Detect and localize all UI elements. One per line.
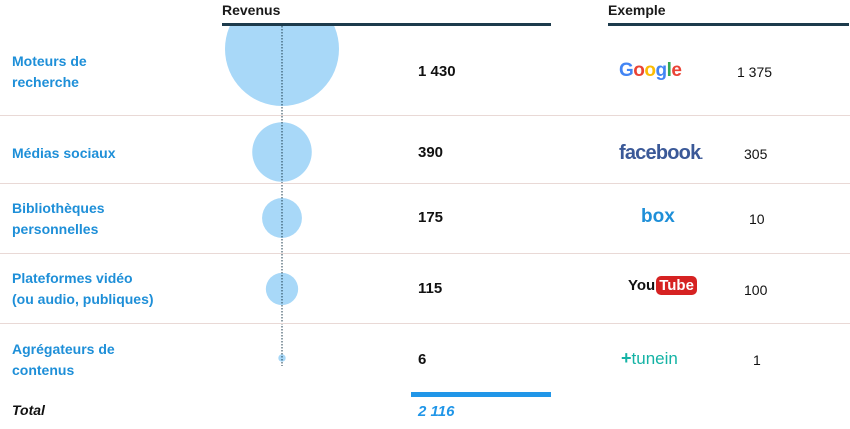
category-label-line: Plateformes vidéo	[12, 270, 133, 286]
google-logo: Google	[619, 60, 682, 82]
category-label-line: contenus	[12, 362, 75, 378]
youtube-logo-you: You	[628, 277, 656, 294]
google-logo-letter: l	[666, 60, 672, 81]
category-label-line: Moteurs de	[12, 53, 87, 69]
total-label: Total	[12, 402, 45, 418]
revenus-header: Revenus	[222, 2, 281, 18]
box-logo: box	[641, 206, 675, 227]
tunein-logo-text: tunein	[631, 349, 678, 368]
category-label-line: Agrégateurs de	[12, 341, 115, 357]
category-label-line: personnelles	[12, 221, 99, 237]
google-logo-letter: e	[671, 60, 682, 81]
tunein-logo: +tunein	[621, 348, 678, 369]
youtube-logo-tube: Tube	[656, 276, 697, 295]
revenue-value: 1 430	[418, 63, 456, 80]
exemple-header: Exemple	[608, 2, 666, 18]
example-value: 1 375	[737, 64, 773, 80]
revenue-value: 390	[418, 144, 444, 161]
example-value: 100	[744, 282, 768, 298]
category-label-video-platforms: Plateformes vidéo (ou audio, publiques)	[12, 268, 154, 310]
example-value: 305	[744, 146, 768, 162]
revenue-value: 115	[418, 280, 443, 297]
row-separator	[0, 253, 850, 254]
facebook-logo-suffix: .	[700, 151, 703, 162]
category-label-personal-libraries: Bibliothèques personnelles	[12, 198, 105, 240]
category-label-search-engines: Moteurs de recherche	[12, 51, 87, 93]
category-label-line: Médias sociaux	[12, 145, 116, 161]
facebook-logo: facebook.	[619, 142, 703, 165]
row-separator	[0, 183, 850, 184]
example-value: 10	[749, 211, 765, 227]
exemple-header-rule	[608, 23, 849, 26]
youtube-logo: You Tube	[628, 276, 697, 295]
row-separator	[0, 115, 850, 116]
example-value: 1	[753, 352, 761, 368]
revenue-bubble	[278, 354, 286, 362]
revenus-header-rule	[222, 23, 551, 26]
tunein-plus-icon: +	[621, 348, 632, 368]
facebook-logo-text: facebook	[619, 142, 701, 164]
row-separator	[0, 323, 850, 324]
revenue-bubble	[265, 272, 299, 306]
total-value: 2 116	[418, 403, 455, 420]
google-logo-letter: G	[619, 60, 634, 81]
category-label-line: (ou audio, publiques)	[12, 291, 154, 307]
total-rule	[411, 392, 551, 397]
category-label-line: Bibliothèques	[12, 200, 105, 216]
revenue-value: 175	[418, 209, 444, 226]
google-logo-letter: o	[633, 60, 645, 81]
category-label-content-aggregators: Agrégateurs de contenus	[12, 339, 115, 381]
google-logo-letter: g	[655, 60, 668, 81]
revenue-value: 6	[418, 351, 427, 368]
category-label-line: recherche	[12, 74, 79, 90]
google-logo-letter: o	[644, 60, 656, 81]
category-label-social-media: Médias sociaux	[12, 143, 116, 164]
